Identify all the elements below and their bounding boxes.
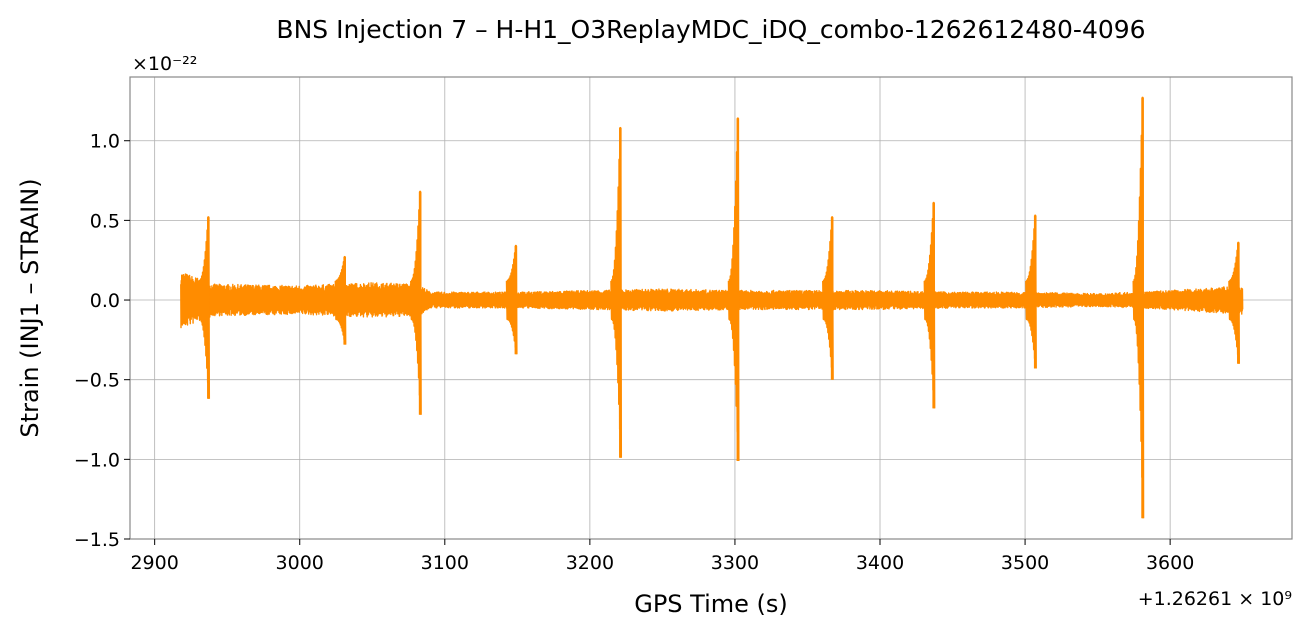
x-axis-label: GPS Time (s): [634, 590, 788, 618]
x-tick-label: 3500: [1001, 552, 1049, 574]
x-tick-label: 3300: [711, 552, 759, 574]
strain-trace: [180, 273, 1244, 329]
plot-frame: [129, 76, 1293, 540]
y-axis-ticks: −1.5 −1.0 −0.5 0.0 0.5 1.0: [74, 131, 130, 551]
x-tick-label: 3400: [856, 552, 904, 574]
strain-series: [180, 96, 1244, 519]
y-tick-label: −1.0: [74, 449, 120, 471]
x-offset-label: +1.26261 × 10⁹: [1138, 588, 1292, 610]
y-tick-label: 0.5: [90, 210, 120, 232]
y-multiplier-label: ×10⁻²²: [132, 53, 197, 75]
x-tick-label: 3000: [276, 552, 324, 574]
x-axis-ticks: 2900 3000 3100 3200 3300 3400 3500 3600: [130, 539, 1194, 574]
y-tick-label: −0.5: [74, 370, 120, 392]
x-tick-label: 2900: [130, 552, 178, 574]
x-tick-label: 3600: [1146, 552, 1194, 574]
x-tick-label: 3200: [566, 552, 614, 574]
y-axis-label: Strain (INJ1 – STRAIN): [16, 178, 44, 437]
chart-title: BNS Injection 7 – H-H1_O3ReplayMDC_iDQ_c…: [276, 15, 1145, 44]
y-tick-label: 1.0: [90, 131, 120, 153]
y-tick-label: −1.5: [74, 529, 120, 551]
x-tick-label: 3100: [421, 552, 469, 574]
y-tick-label: 0.0: [90, 290, 120, 312]
